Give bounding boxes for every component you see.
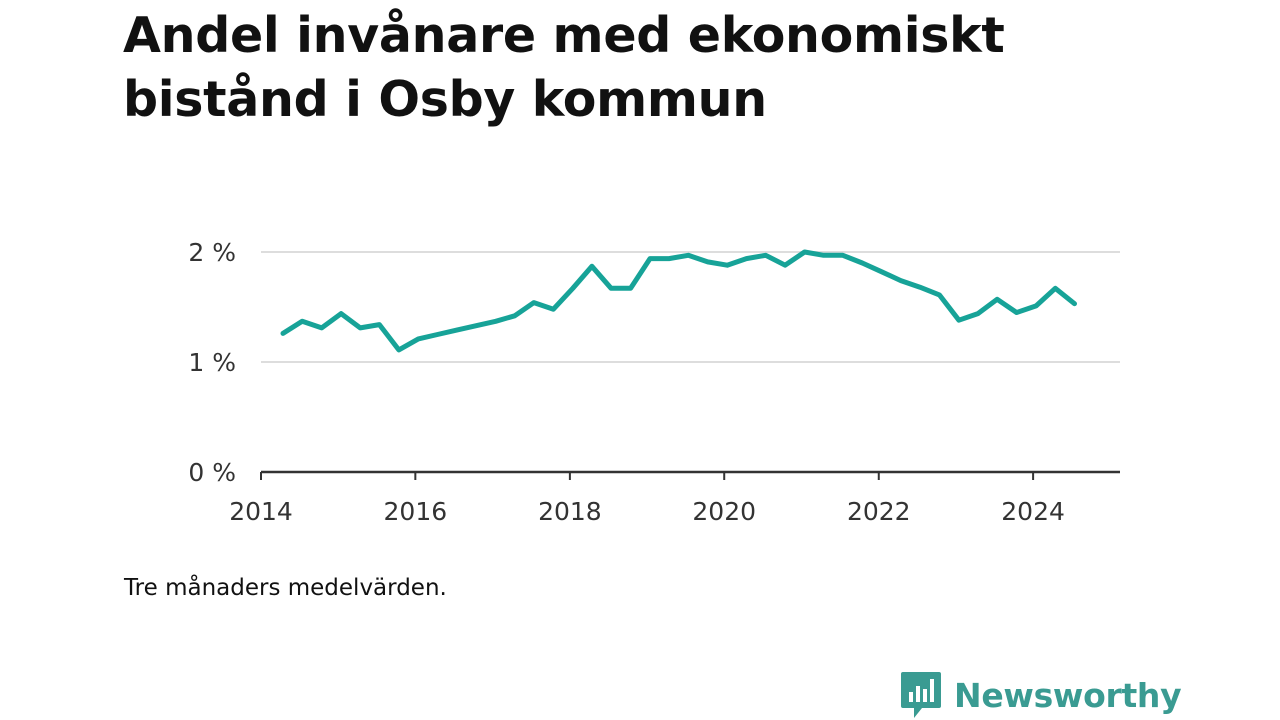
y-tick-label: 1 % (188, 348, 236, 377)
y-tick-label: 0 % (188, 458, 236, 487)
series-line (280, 249, 1077, 353)
gridlines (261, 251, 1120, 363)
x-tick-label: 2020 (692, 497, 756, 526)
brand-name: Newsworthy (954, 675, 1182, 715)
x-tick-label: 2016 (384, 497, 448, 526)
brand-logo: Newsworthy (900, 670, 1182, 720)
y-tick-label: 2 % (188, 238, 236, 267)
x-tick-label: 2018 (538, 497, 602, 526)
x-tick-label: 2014 (229, 497, 293, 526)
x-tick-label: 2024 (1001, 497, 1065, 526)
x-axis (260, 470, 1120, 480)
series (280, 249, 1077, 353)
tick-labels: 0 % 1 % 2 % 2014 2016 2018 2020 2022 2024 (188, 238, 1065, 526)
chart-footnote: Tre månaders medelvärden. (124, 575, 447, 601)
chart-title: Andel invånare med ekonomiskt bistånd i … (123, 7, 1005, 128)
x-tick-label: 2022 (847, 497, 911, 526)
chart-bubble-icon (901, 672, 941, 718)
